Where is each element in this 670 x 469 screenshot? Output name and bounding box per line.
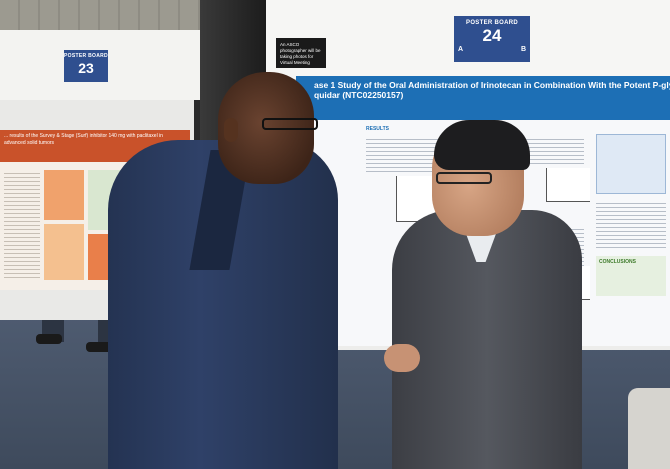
poster-text-block [596,200,666,250]
man-right-hair [434,120,530,170]
badge-number: 23 [78,60,94,76]
badge-number: 24 [482,26,502,45]
poster-title-line-1: ase 1 Study of the Oral Administration o… [314,80,670,90]
poster-board-badge: POSTER BOARD 24 A B [454,16,530,62]
chair [628,388,670,469]
asco-photographer-sign: An ASCO photographer will be taking phot… [276,38,326,68]
man-right-hand [384,344,420,372]
conclusions-box: CONCLUSIONS [596,256,666,296]
glasses-icon [436,172,492,184]
poster-panel [44,170,84,220]
background-shoe [86,342,114,352]
board-header: POSTER BOARD 23 [0,30,200,100]
results-heading: RESULTS [366,126,389,132]
glasses-icon [262,118,318,130]
poster-table [596,134,666,194]
conclusions-heading: CONCLUSIONS [599,259,636,265]
badge-letter-b: B [520,46,526,53]
poster-board-badge: POSTER BOARD 23 [64,50,108,82]
badge-letter-a: A [458,46,464,53]
man-left-ear [224,118,238,142]
poster-titlebar: ase 1 Study of the Oral Administration o… [296,76,670,120]
badge-letters: A B [454,46,530,53]
board-header: An ASCO photographer will be taking phot… [266,0,670,80]
poster-title-line-2: quidar (NTC02250157) [314,90,404,100]
badge-label: POSTER BOARD [64,53,108,59]
badge-label: POSTER BOARD [466,20,518,26]
background-shoe [36,334,62,344]
poster-panel [4,170,40,280]
poster-panel [44,224,84,280]
poster-plot [546,168,590,202]
